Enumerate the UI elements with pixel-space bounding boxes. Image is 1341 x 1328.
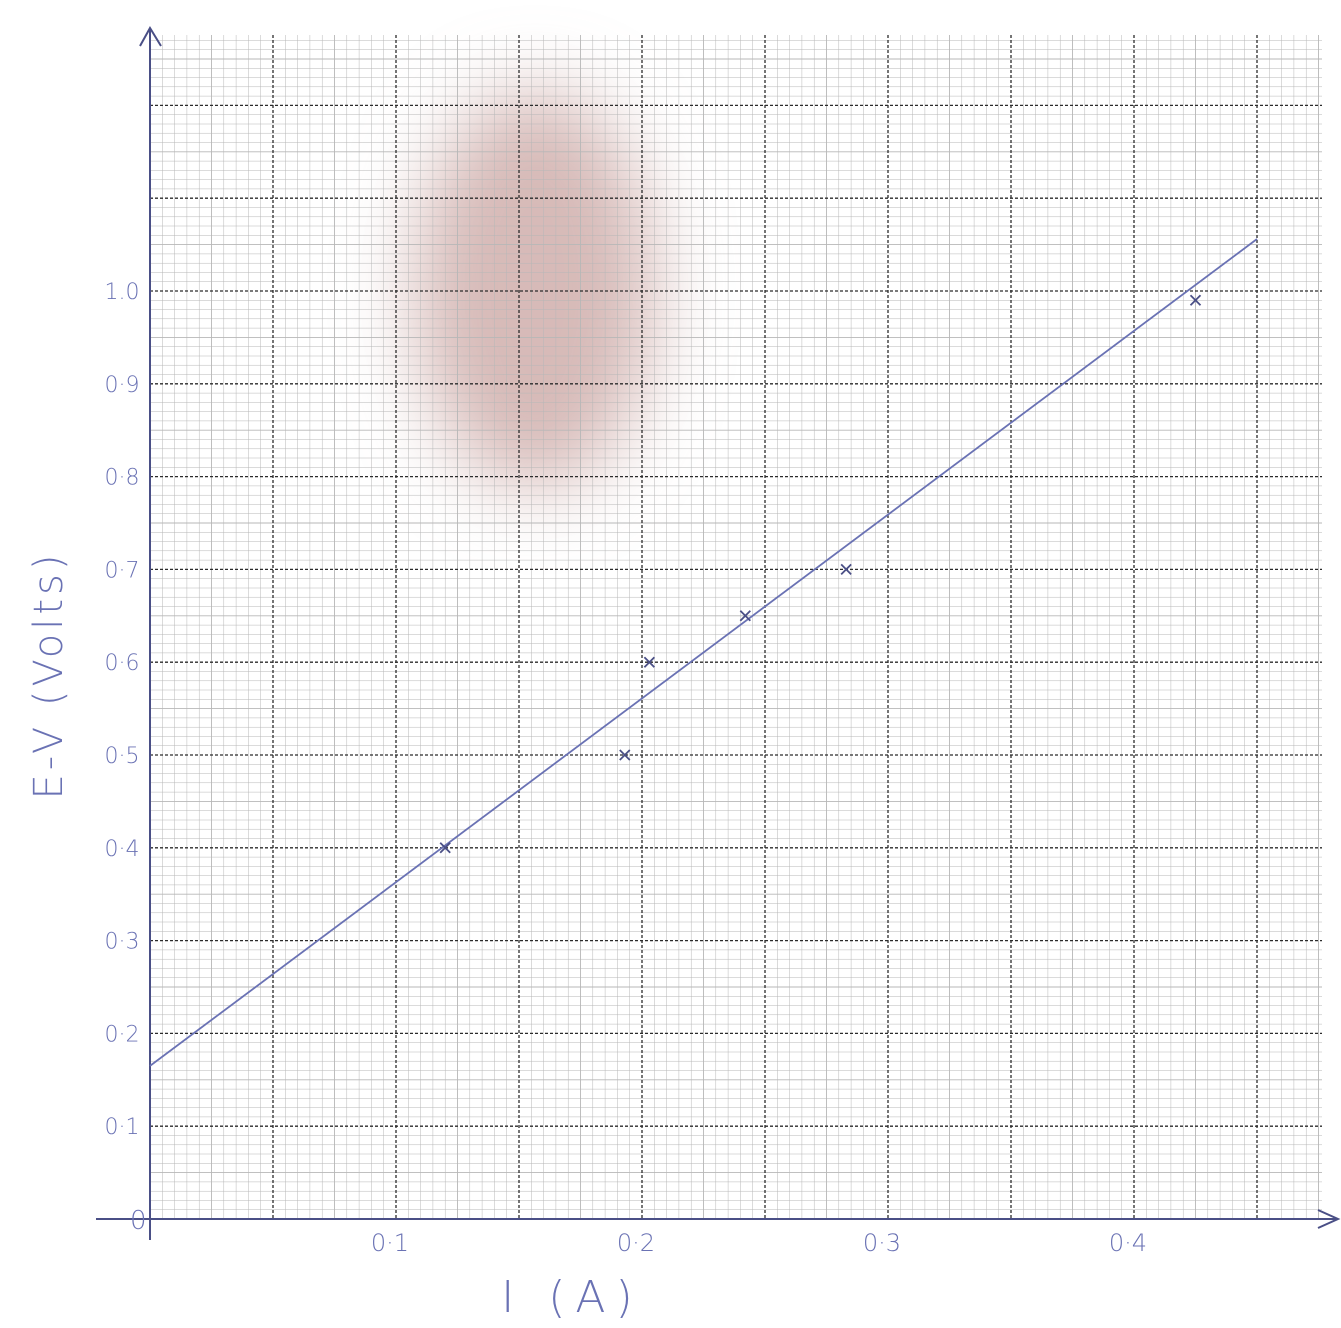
data-point-stroke <box>643 656 656 668</box>
origin-label: 0 <box>130 1206 147 1236</box>
y-axis-label: E-V (Volts) <box>26 550 72 799</box>
data-point <box>619 749 631 761</box>
x-tick-label: 0·2 <box>617 1229 655 1257</box>
best-fit-line-group <box>149 238 1258 1067</box>
y-tick-label: 0·6 <box>105 651 140 676</box>
data-point-stroke <box>1189 294 1202 306</box>
y-tick-labels: 0·1 0·2 0·3 0·4 0·5 0·6 0·7 0·8 0·9 1.0 <box>105 280 140 1140</box>
data-points <box>439 294 1202 854</box>
data-point-stroke <box>619 749 631 761</box>
y-tick-label: 1.0 <box>105 280 140 305</box>
x-tick-labels: 0·1 0·2 0·3 0·4 <box>371 1229 1147 1257</box>
data-point-stroke <box>439 842 451 854</box>
data-point-stroke <box>840 563 852 576</box>
y-tick-label: 0·2 <box>105 1022 140 1047</box>
x-axis-label: I (A) <box>501 1272 642 1323</box>
y-axis-arrow <box>139 26 162 47</box>
minor-grid <box>150 35 1322 1219</box>
y-tick-label: 0·9 <box>105 373 140 398</box>
data-point <box>439 842 451 854</box>
y-tick-label: 0·4 <box>105 837 140 862</box>
data-point <box>840 563 852 576</box>
y-tick-label: 0·8 <box>105 466 140 491</box>
axes <box>96 26 1341 1240</box>
y-tick-label: 0·1 <box>105 1115 140 1140</box>
data-point-stroke <box>739 610 751 622</box>
x-tick-label: 0·3 <box>863 1229 901 1257</box>
data-point <box>643 656 656 668</box>
stain-blot <box>415 90 655 490</box>
y-tick-label: 0·7 <box>105 558 140 583</box>
x-tick-label: 0·1 <box>371 1229 409 1257</box>
best-fit-line <box>149 238 1258 1067</box>
x-tick-label: 0·4 <box>1109 1229 1147 1257</box>
y-tick-label: 0·5 <box>105 744 140 769</box>
y-tick-label: 0·3 <box>105 930 140 955</box>
stain <box>415 90 655 490</box>
data-point <box>1189 294 1202 306</box>
data-point <box>739 610 751 622</box>
x-axis-arrow <box>1317 1209 1341 1229</box>
